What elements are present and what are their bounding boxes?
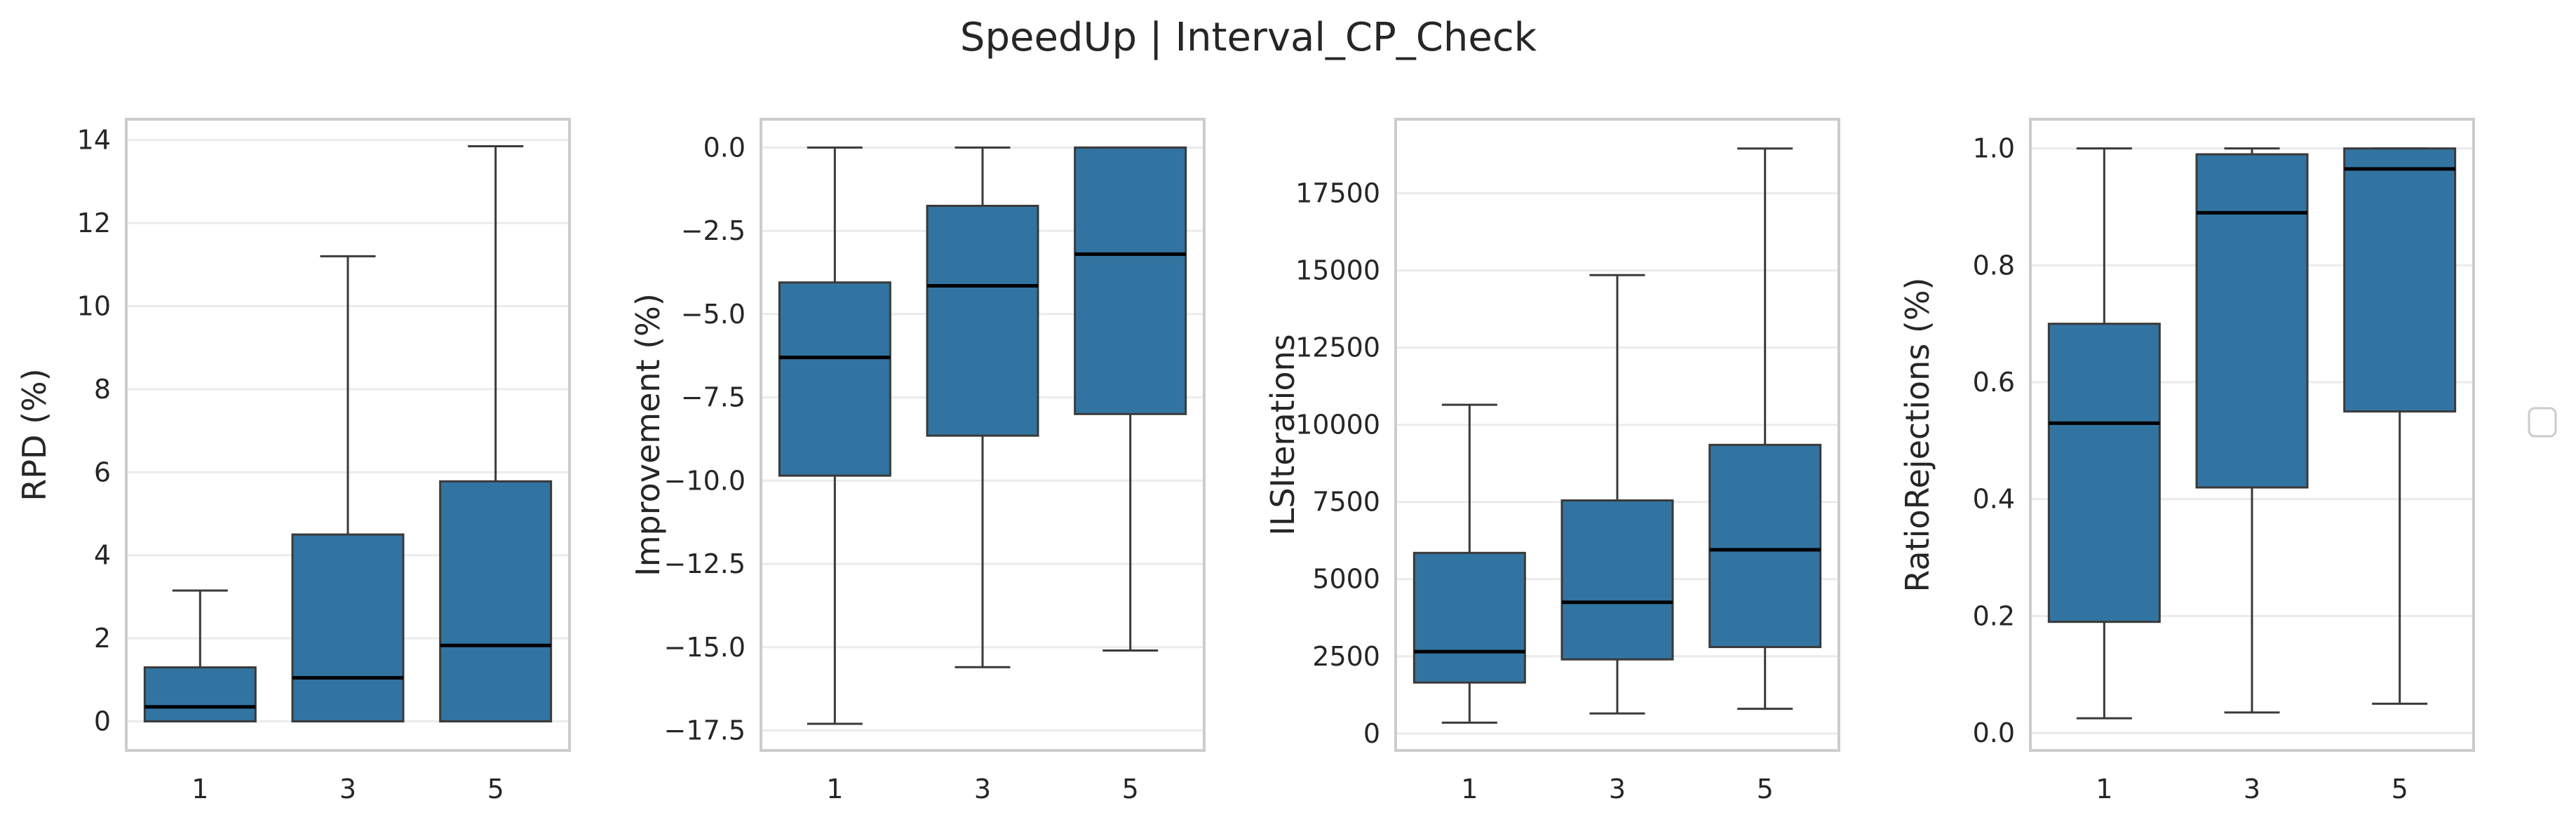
- box-1: [1412, 403, 1526, 724]
- axes-frame: [760, 118, 1206, 752]
- box-1: [143, 589, 257, 723]
- box-1: [2047, 147, 2161, 720]
- x-tick-label: 1: [191, 774, 208, 804]
- y-axis-label: RatioRejections (%): [1899, 278, 1936, 593]
- axes-frame: [2029, 118, 2475, 752]
- box-1: [778, 146, 891, 725]
- x-tick-label: 3: [974, 774, 991, 804]
- iqr-box: [2195, 153, 2309, 489]
- x-tick-label: 3: [2244, 774, 2260, 804]
- axes-frame: [1394, 118, 1840, 752]
- y-tick-label: 2500: [1312, 641, 1380, 672]
- y-tick-label: 17500: [1295, 178, 1380, 209]
- box-5: [2343, 147, 2457, 705]
- y-tick-label: 0.8: [1973, 250, 2015, 281]
- box-3: [1560, 274, 1674, 715]
- iqr-box: [2047, 323, 2161, 624]
- y-tick-label: −2.5: [681, 215, 746, 246]
- iqr-box: [926, 204, 1039, 437]
- x-tick-label: 5: [1757, 774, 1774, 804]
- y-tick-label: −15.0: [664, 632, 746, 663]
- iqr-box: [291, 533, 405, 723]
- figure-title: SpeedUp | Interval_CP_Check: [960, 15, 1537, 60]
- empty-legend: [2528, 407, 2557, 438]
- x-tick-label: 1: [826, 774, 843, 804]
- box-3: [926, 146, 1039, 668]
- y-axis-label: RPD (%): [15, 368, 53, 501]
- iqr-box: [439, 480, 553, 723]
- y-tick-label: 2: [94, 623, 111, 654]
- y-tick-label: 12: [77, 208, 111, 238]
- y-tick-label: 8: [94, 374, 111, 405]
- y-tick-label: 12500: [1295, 332, 1380, 363]
- iqr-box: [778, 281, 891, 477]
- box-5: [1708, 147, 1822, 710]
- x-tick-label: 5: [1122, 774, 1139, 804]
- x-tick-label: 3: [1609, 774, 1626, 804]
- y-tick-label: −10.0: [664, 465, 746, 496]
- iqr-box: [143, 666, 257, 723]
- subplot-2: 0.0 −2.5 −5.0 −7.5 −10.0 −12.5 −15.0 −17.5 1 3 5 Im…: [629, 118, 1206, 804]
- y-tick-label: −7.5: [681, 382, 746, 413]
- x-tick-label: 5: [2392, 774, 2408, 804]
- y-tick-label: 7500: [1312, 487, 1380, 518]
- legend-box: [2528, 407, 2557, 438]
- y-tick-label: 4: [94, 540, 111, 571]
- y-tick-label: 0.0: [703, 132, 746, 163]
- y-tick-label: 0.6: [1973, 367, 2015, 398]
- y-tick-label: −12.5: [664, 548, 746, 579]
- iqr-box: [1708, 443, 1822, 649]
- y-tick-label: 0: [94, 706, 111, 737]
- subplot-3: 0 2500 5000 7500 10000 12500 15000 17500 1 3 5 ILSI…: [1264, 118, 1840, 804]
- y-tick-label: 0.0: [1973, 717, 2015, 748]
- x-tick-label: 5: [487, 774, 504, 804]
- y-tick-label: 15000: [1295, 255, 1380, 286]
- y-tick-label: 5000: [1312, 564, 1380, 595]
- box-3: [291, 255, 405, 723]
- y-tick-label: 14: [77, 125, 111, 156]
- box-5: [1074, 146, 1187, 652]
- y-tick-label: −17.5: [664, 715, 746, 746]
- y-tick-label: 0.2: [1973, 600, 2015, 631]
- box-5: [439, 144, 553, 723]
- y-tick-label: −5.0: [681, 299, 746, 330]
- y-axis-label: Improvement (%): [629, 293, 667, 577]
- box-3: [2195, 147, 2309, 714]
- axes-frame: [125, 118, 571, 752]
- x-tick-label: 3: [339, 774, 356, 804]
- subplot-4: 0.0 0.2 0.4 0.6 0.8 1.0 1 3 5 RatioRejections (%): [1899, 118, 2475, 804]
- iqr-box: [1412, 551, 1526, 684]
- y-tick-label: 10: [77, 290, 111, 321]
- subplot-1: 0 2 4 6 8 10 12 14 1 3 5 RPD (%): [15, 118, 571, 804]
- y-axis-label: ILSIterations: [1264, 334, 1302, 535]
- y-tick-label: 0: [1363, 718, 1380, 749]
- y-tick-label: 10000: [1295, 410, 1380, 440]
- x-tick-label: 1: [2096, 774, 2112, 804]
- iqr-box: [1074, 146, 1187, 415]
- y-tick-label: 0.4: [1973, 484, 2015, 515]
- x-tick-label: 1: [1461, 774, 1478, 804]
- y-tick-label: 1.0: [1973, 133, 2015, 164]
- y-tick-label: 6: [94, 457, 111, 487]
- iqr-box: [2343, 147, 2457, 413]
- iqr-box: [1560, 499, 1674, 661]
